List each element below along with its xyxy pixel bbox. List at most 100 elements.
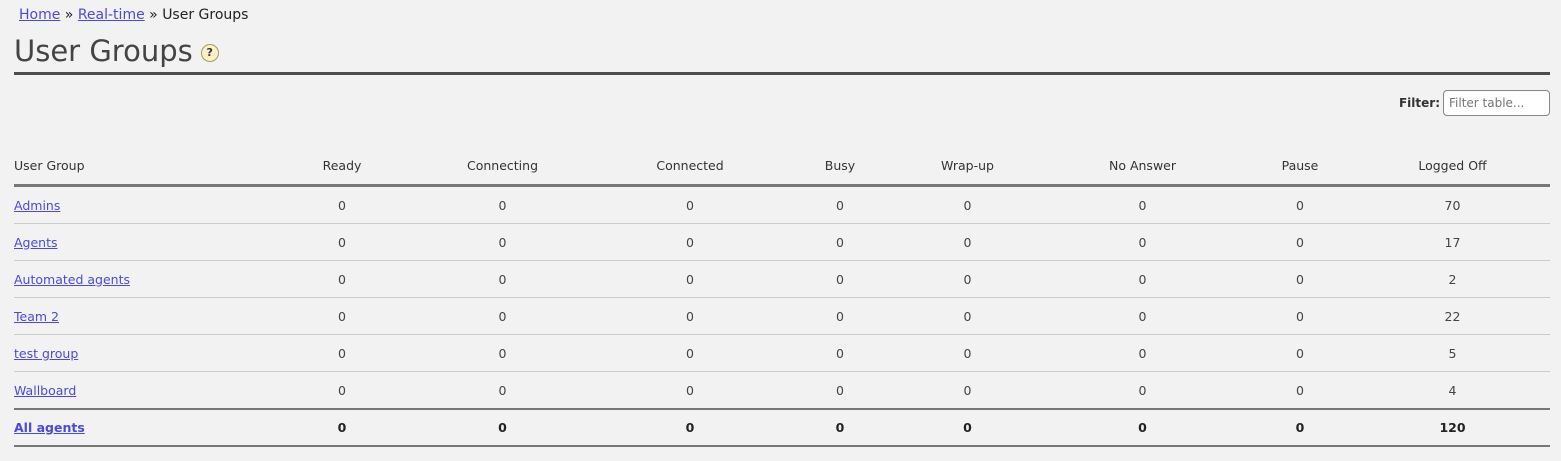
count-cell: 0 bbox=[785, 297, 895, 335]
group-cell: Wallboard bbox=[14, 371, 274, 410]
breadcrumb-home[interactable]: Home bbox=[19, 7, 61, 23]
count-cell: 0 bbox=[895, 223, 1040, 261]
count-cell: 0 bbox=[785, 371, 895, 410]
total-row: All agents 0 0 0 0 0 0 0 120 bbox=[14, 408, 1550, 447]
count-cell: 0 bbox=[274, 297, 410, 335]
count-cell: 0 bbox=[410, 260, 595, 298]
count-cell: 0 bbox=[1245, 185, 1355, 224]
count-cell: 0 bbox=[274, 334, 410, 372]
column-header[interactable]: Connecting bbox=[410, 147, 595, 187]
breadcrumb: Home » Real-time » User Groups bbox=[19, 7, 248, 23]
filter-input[interactable] bbox=[1443, 90, 1550, 116]
filter-bar: Filter: bbox=[1399, 90, 1550, 116]
count-cell: 0 bbox=[274, 371, 410, 410]
group-cell: Team 2 bbox=[14, 297, 274, 335]
column-header[interactable]: Busy bbox=[785, 147, 895, 187]
count-cell: 0 bbox=[1245, 408, 1355, 447]
count-cell: 0 bbox=[410, 223, 595, 261]
count-cell: 17 bbox=[1355, 223, 1550, 261]
title-divider bbox=[14, 72, 1550, 75]
count-cell: 0 bbox=[410, 408, 595, 447]
breadcrumb-real-time[interactable]: Real-time bbox=[77, 7, 145, 23]
count-cell: 5 bbox=[1355, 334, 1550, 372]
group-link[interactable]: Automated agents bbox=[14, 271, 130, 287]
group-cell: Automated agents bbox=[14, 260, 274, 298]
column-header[interactable]: User Group bbox=[14, 147, 274, 187]
count-cell: 0 bbox=[274, 260, 410, 298]
count-cell: 0 bbox=[1040, 334, 1245, 372]
count-cell: 0 bbox=[595, 260, 785, 298]
count-cell: 0 bbox=[595, 334, 785, 372]
count-cell: 22 bbox=[1355, 297, 1550, 335]
count-cell: 0 bbox=[785, 408, 895, 447]
count-cell: 120 bbox=[1355, 408, 1550, 447]
help-icon[interactable]: ? bbox=[200, 44, 219, 62]
group-cell: Agents bbox=[14, 223, 274, 261]
table-row: Wallboard 0 0 0 0 0 0 0 4 bbox=[14, 371, 1550, 410]
count-cell: 0 bbox=[274, 408, 410, 447]
table-row: test group 0 0 0 0 0 0 0 5 bbox=[14, 334, 1550, 372]
count-cell: 0 bbox=[595, 185, 785, 224]
count-cell: 0 bbox=[895, 185, 1040, 224]
breadcrumb-current: User Groups bbox=[162, 7, 249, 23]
count-cell: 0 bbox=[1040, 408, 1245, 447]
group-link[interactable]: Agents bbox=[14, 234, 58, 250]
column-header[interactable]: Wrap-up bbox=[895, 147, 1040, 187]
breadcrumb-separator: » bbox=[149, 7, 158, 23]
table-header: User Group Ready Connecting Connected Busy Wr… bbox=[14, 147, 1550, 187]
group-link[interactable]: Wallboard bbox=[14, 382, 77, 398]
count-cell: 0 bbox=[895, 334, 1040, 372]
count-cell: 0 bbox=[1040, 260, 1245, 298]
table-row: Admins 0 0 0 0 0 0 0 70 bbox=[14, 185, 1550, 224]
group-cell: test group bbox=[14, 334, 274, 372]
table-row: Team 2 0 0 0 0 0 0 0 22 bbox=[14, 297, 1550, 335]
count-cell: 0 bbox=[785, 185, 895, 224]
group-link[interactable]: Team 2 bbox=[14, 308, 59, 324]
count-cell: 0 bbox=[1040, 223, 1245, 261]
group-cell: Admins bbox=[14, 185, 274, 224]
count-cell: 0 bbox=[1245, 371, 1355, 410]
count-cell: 0 bbox=[895, 371, 1040, 410]
count-cell: 0 bbox=[1040, 371, 1245, 410]
count-cell: 0 bbox=[410, 334, 595, 372]
count-cell: 0 bbox=[785, 334, 895, 372]
page-title: User Groups bbox=[14, 34, 193, 68]
page-title-container: User Groups ? bbox=[14, 34, 219, 68]
column-header[interactable]: No Answer bbox=[1040, 147, 1245, 187]
count-cell: 4 bbox=[1355, 371, 1550, 410]
breadcrumb-separator: » bbox=[64, 7, 74, 23]
count-cell: 0 bbox=[410, 185, 595, 224]
column-header[interactable]: Pause bbox=[1245, 147, 1355, 187]
user-groups-table: User Group Ready Connecting Connected Busy Wr… bbox=[14, 147, 1550, 447]
group-cell: All agents bbox=[14, 408, 274, 447]
count-cell: 0 bbox=[1245, 334, 1355, 372]
column-header[interactable]: Ready bbox=[274, 147, 410, 187]
table-row: Agents 0 0 0 0 0 0 0 17 bbox=[14, 223, 1550, 261]
count-cell: 0 bbox=[595, 223, 785, 261]
count-cell: 0 bbox=[895, 297, 1040, 335]
group-link[interactable]: test group bbox=[14, 345, 79, 361]
count-cell: 0 bbox=[410, 371, 595, 410]
filter-label: Filter: bbox=[1398, 96, 1440, 110]
count-cell: 0 bbox=[274, 223, 410, 261]
count-cell: 0 bbox=[410, 297, 595, 335]
count-cell: 70 bbox=[1355, 185, 1550, 224]
count-cell: 0 bbox=[1245, 297, 1355, 335]
count-cell: 0 bbox=[274, 185, 410, 224]
column-header[interactable]: Connected bbox=[595, 147, 785, 187]
count-cell: 0 bbox=[595, 371, 785, 410]
count-cell: 0 bbox=[895, 408, 1040, 447]
count-cell: 0 bbox=[895, 260, 1040, 298]
group-link[interactable]: Admins bbox=[14, 197, 61, 213]
count-cell: 0 bbox=[595, 408, 785, 447]
count-cell: 0 bbox=[1040, 185, 1245, 224]
count-cell: 0 bbox=[1040, 297, 1245, 335]
count-cell: 0 bbox=[1245, 223, 1355, 261]
table-row: Automated agents 0 0 0 0 0 0 0 2 bbox=[14, 260, 1550, 298]
count-cell: 2 bbox=[1355, 260, 1550, 298]
count-cell: 0 bbox=[785, 260, 895, 298]
count-cell: 0 bbox=[595, 297, 785, 335]
group-link[interactable]: All agents bbox=[14, 420, 85, 435]
column-header[interactable]: Logged Off bbox=[1355, 147, 1550, 187]
count-cell: 0 bbox=[1245, 260, 1355, 298]
